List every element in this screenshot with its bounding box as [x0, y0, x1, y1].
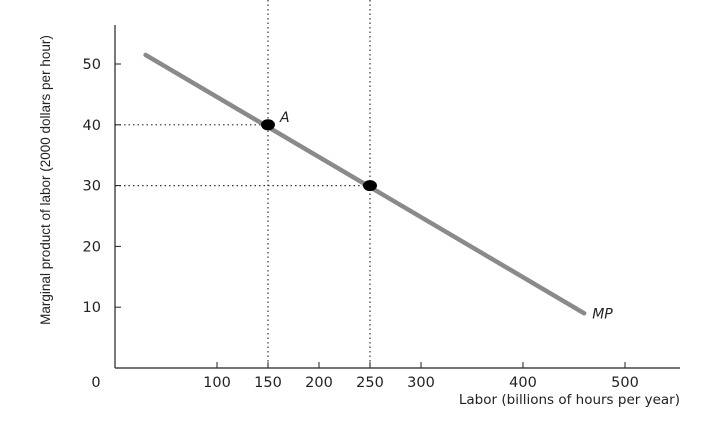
ref-lines-layer [115, 0, 371, 368]
y-axis-title: Marginal product of labor (2000 dollars … [38, 35, 53, 325]
series-label: MP [592, 306, 613, 322]
x-ticks-layer: 100 150 200 250 300 400 500 [203, 362, 639, 391]
x-tick-label: 150 [254, 375, 282, 391]
data-point [261, 119, 275, 131]
data-point [363, 180, 377, 192]
points-layer: A [261, 110, 377, 192]
x-tick-label: 250 [356, 375, 384, 391]
x-tick-label: 200 [305, 375, 333, 391]
point-label: A [279, 110, 290, 126]
y-tick-label: 10 [83, 300, 101, 316]
y-tick-label: 50 [83, 57, 101, 73]
x-tick-label: 300 [407, 375, 435, 391]
origin-label: 0 [91, 375, 100, 391]
series-layer: MP [143, 52, 613, 322]
y-tick-label: 20 [83, 239, 101, 255]
y-tick-label: 40 [83, 118, 101, 134]
x-axis-title: Labor (billions of hours per year) [459, 392, 680, 408]
x-tick-label: 500 [611, 375, 639, 391]
x-tick-label: 400 [509, 375, 537, 391]
y-tick-label: 30 [83, 179, 101, 195]
y-ticks-layer: 10 20 30 40 50 [83, 57, 121, 316]
x-tick-label: 100 [203, 375, 231, 391]
